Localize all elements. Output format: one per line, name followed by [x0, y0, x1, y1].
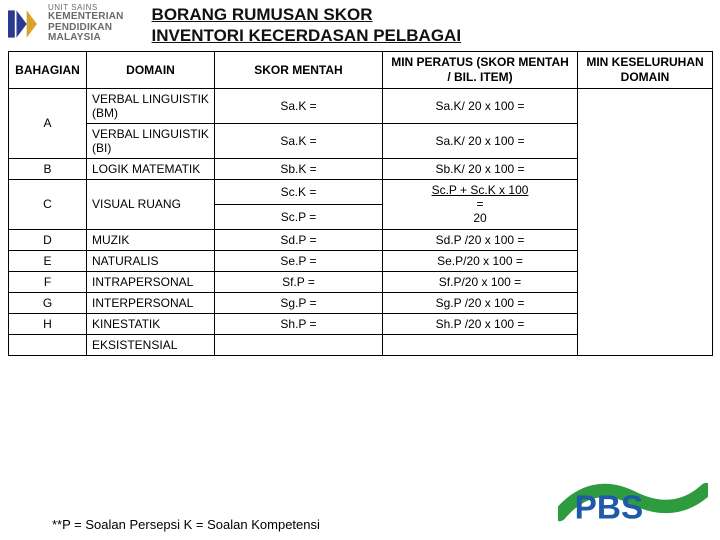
footnote-legend: **P = Soalan Persepsi K = Soalan Kompete…	[52, 517, 320, 532]
cell-bahagian: E	[9, 250, 87, 271]
cell-bahagian: G	[9, 292, 87, 313]
table-header-row: BAHAGIAN DOMAIN SKOR MENTAH MIN PERATUS …	[9, 51, 713, 88]
cell-domain: NATURALIS	[87, 250, 215, 271]
cell-bahagian: H	[9, 313, 87, 334]
cell-skor: Sc.K =	[215, 179, 383, 204]
cell-bahagian	[9, 334, 87, 355]
pbs-logo: PBS	[558, 470, 708, 534]
cell-domain: KINESTATIK	[87, 313, 215, 334]
cell-peratus: Se.P/20 x 100 =	[383, 250, 578, 271]
logo-line4: MALAYSIA	[48, 33, 124, 44]
ministry-logo: UNIT SAINS KEMENTERIAN PENDIDIKAN MALAYS…	[8, 4, 124, 44]
formula-bot: 20	[473, 211, 486, 225]
title-line2: INVENTORI KECERDASAN PELBAGAI	[152, 25, 462, 46]
cell-peratus: Sa.K/ 20 x 100 =	[383, 123, 578, 158]
hdr-bahagian: BAHAGIAN	[9, 51, 87, 88]
cell-domain: LOGIK MATEMATIK	[87, 158, 215, 179]
cell-peratus: Sb.K/ 20 x 100 =	[383, 158, 578, 179]
ministry-logo-text: UNIT SAINS KEMENTERIAN PENDIDIKAN MALAYS…	[48, 4, 124, 44]
cell-skor: Sa.K =	[215, 88, 383, 123]
header-bar: UNIT SAINS KEMENTERIAN PENDIDIKAN MALAYS…	[0, 0, 720, 47]
hdr-skor: SKOR MENTAH	[215, 51, 383, 88]
cell-skor: Sb.K =	[215, 158, 383, 179]
cell-peratus: Sg.P /20 x 100 =	[383, 292, 578, 313]
cell-domain: VERBAL LINGUISTIK (BM)	[87, 88, 215, 123]
cell-peratus: Sf.P/20 x 100 =	[383, 271, 578, 292]
hdr-peratus: MIN PERATUS (SKOR MENTAH / BIL. ITEM)	[383, 51, 578, 88]
title-line1: BORANG RUMUSAN SKOR	[152, 4, 462, 25]
table-row: A VERBAL LINGUISTIK (BM) Sa.K = Sa.K/ 20…	[9, 88, 713, 123]
cell-peratus: Sa.K/ 20 x 100 =	[383, 88, 578, 123]
cell-bahagian: D	[9, 229, 87, 250]
cell-peratus: Sh.P /20 x 100 =	[383, 313, 578, 334]
ministry-logo-icon	[8, 7, 42, 41]
form-title: BORANG RUMUSAN SKOR INVENTORI KECERDASAN…	[152, 4, 462, 47]
cell-skor: Sd.P =	[215, 229, 383, 250]
score-summary-table: BAHAGIAN DOMAIN SKOR MENTAH MIN PERATUS …	[8, 51, 713, 356]
formula-mid: =	[476, 197, 483, 211]
cell-domain: VERBAL LINGUISTIK (BI)	[87, 123, 215, 158]
cell-min-domain	[578, 88, 713, 355]
cell-skor	[215, 334, 383, 355]
svg-text:PBS: PBS	[575, 490, 644, 527]
cell-skor: Sc.P =	[215, 204, 383, 229]
cell-domain: MUZIK	[87, 229, 215, 250]
page-root: UNIT SAINS KEMENTERIAN PENDIDIKAN MALAYS…	[0, 0, 720, 540]
cell-bahagian: A	[9, 88, 87, 158]
cell-domain: EKSISTENSIAL	[87, 334, 215, 355]
hdr-domain: DOMAIN	[87, 51, 215, 88]
table-body: A VERBAL LINGUISTIK (BM) Sa.K = Sa.K/ 20…	[9, 88, 713, 355]
cell-domain: INTERPERSONAL	[87, 292, 215, 313]
cell-skor: Sg.P =	[215, 292, 383, 313]
cell-peratus: Sd.P /20 x 100 =	[383, 229, 578, 250]
cell-skor: Sa.K =	[215, 123, 383, 158]
cell-skor: Sh.P =	[215, 313, 383, 334]
cell-bahagian: C	[9, 179, 87, 229]
cell-skor: Se.P =	[215, 250, 383, 271]
cell-domain: INTRAPERSONAL	[87, 271, 215, 292]
cell-peratus	[383, 334, 578, 355]
cell-domain: VISUAL RUANG	[87, 179, 215, 229]
formula-top: Sc.P + Sc.K x 100	[432, 183, 529, 197]
cell-bahagian: F	[9, 271, 87, 292]
cell-skor: Sf.P =	[215, 271, 383, 292]
hdr-min-domain: MIN KESELURUHAN DOMAIN	[578, 51, 713, 88]
cell-bahagian: B	[9, 158, 87, 179]
cell-peratus-multi: Sc.P + Sc.K x 100 = 20	[383, 179, 578, 229]
